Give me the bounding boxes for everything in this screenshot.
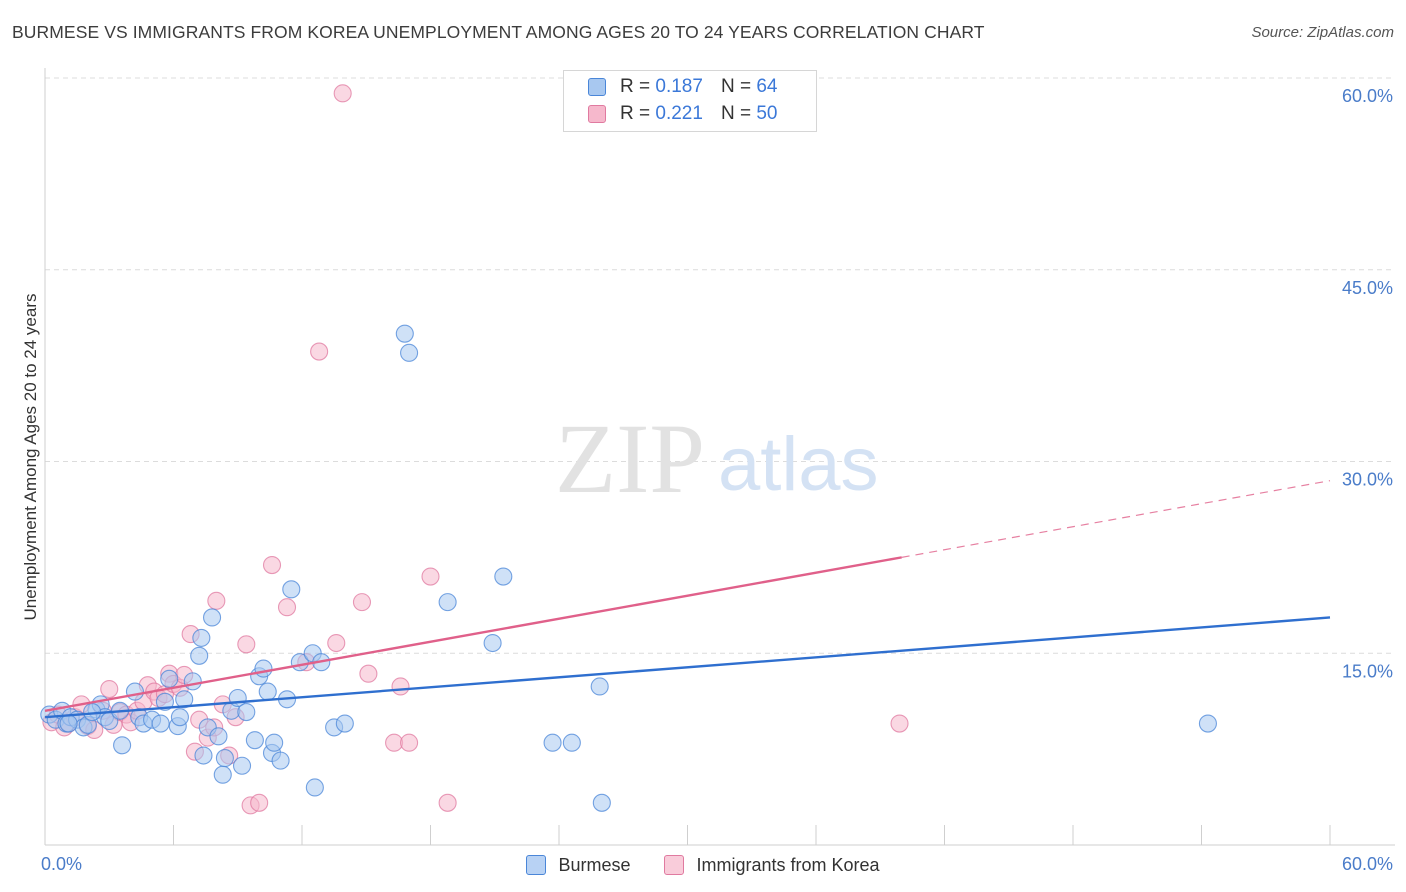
legend-n-label: N = (720, 76, 752, 97)
korea-point (438, 793, 457, 812)
korea-point (359, 664, 378, 683)
korea-point (100, 679, 119, 699)
burmese-point (215, 749, 234, 768)
legend-r-label: R = (620, 76, 651, 97)
burmese-point (125, 682, 144, 701)
korea-point (250, 793, 269, 812)
y-axis-title: Unemployment Among Ages 20 to 24 years (21, 294, 40, 621)
burmese-point (155, 692, 174, 711)
burmese-point (151, 714, 170, 733)
burmese-point (590, 677, 609, 696)
burmese-point (400, 343, 419, 362)
burmese-point (438, 593, 457, 612)
burmese-point (265, 733, 284, 752)
y-tick-label: 45.0% (1342, 278, 1393, 298)
korea-point (262, 555, 282, 575)
korea-point (310, 342, 329, 361)
korea-point (327, 633, 346, 653)
burmese-point (209, 727, 228, 746)
korea-trend-line-extension (901, 480, 1331, 558)
chart-title: BURMESE VS IMMIGRANTS FROM KOREA UNEMPLO… (12, 22, 985, 42)
x-tick-label-max: 60.0% (1342, 854, 1393, 874)
burmese-trend-line (44, 616, 1331, 719)
legend-item-burmese[interactable]: Burmese (526, 855, 630, 876)
burmese-point (245, 731, 264, 750)
burmese-legend-swatch (526, 855, 547, 875)
trend-lines (44, 480, 1331, 719)
burmese-point (494, 567, 513, 586)
korea-point (391, 677, 410, 696)
y-tick-label: 30.0% (1342, 470, 1393, 490)
burmese-point (592, 793, 611, 812)
korea-point (237, 635, 256, 654)
burmese-point (232, 756, 252, 775)
burmese-point (335, 714, 354, 733)
y-tick-label: 60.0% (1342, 86, 1393, 106)
legend-label-burmese: Burmese (558, 854, 631, 875)
korea-point (333, 84, 352, 103)
burmese-points (40, 324, 1217, 812)
legend-r-value: 0.187 (655, 76, 703, 97)
legend-n-value: 64 (756, 76, 778, 97)
watermark-zip: ZIP (555, 403, 705, 514)
burmese-point (170, 708, 189, 727)
burmese-point (59, 714, 78, 733)
burmese-swatch (588, 78, 606, 96)
korea-point (277, 598, 297, 617)
burmese-point (258, 682, 277, 701)
korea-point (400, 733, 419, 752)
burmese-point (160, 669, 179, 688)
burmese-point (192, 628, 211, 647)
legend-row-burmese: R = 0.187 N = 64 (588, 75, 777, 99)
burmese-point (1198, 714, 1217, 733)
burmese-point (203, 608, 222, 627)
korea-swatch (588, 105, 606, 123)
korea-point (890, 714, 909, 733)
series-legend: Burmese Immigrants from Korea (0, 852, 1406, 878)
tick-labels: 15.0% 30.0% 45.0% 60.0% 0.0% 60.0% (41, 86, 1393, 874)
burmese-point (282, 580, 301, 599)
burmese-point (395, 324, 414, 343)
korea-point (421, 567, 440, 586)
burmese-point (113, 736, 132, 755)
korea-point (207, 591, 226, 610)
legend-n-label: N = (720, 103, 752, 124)
legend-row-korea: R = 0.221 N = 50 (588, 102, 777, 126)
burmese-point (194, 746, 213, 765)
burmese-point (190, 646, 209, 665)
burmese-point (213, 765, 232, 784)
x-tick-label-min: 0.0% (41, 854, 82, 874)
burmese-point (271, 751, 290, 770)
source-label: Source: ZipAtlas.com (1251, 24, 1394, 41)
correlation-legend: R = 0.187 N = 64 R = 0.221 N = 50 (563, 70, 817, 132)
legend-r-label: R = (620, 103, 651, 124)
watermark: ZIP atlas (555, 403, 879, 514)
y-tick-label: 15.0% (1342, 661, 1393, 681)
watermark-atlas: atlas (718, 422, 879, 507)
burmese-point (562, 733, 581, 752)
legend-r-value: 0.221 (655, 103, 703, 124)
korea-point (352, 593, 372, 612)
burmese-point (483, 633, 502, 653)
burmese-point (237, 703, 256, 722)
gridlines (45, 77, 1395, 654)
legend-item-korea[interactable]: Immigrants from Korea (664, 854, 880, 876)
korea-trend-line (44, 556, 902, 712)
burmese-point (175, 690, 194, 709)
korea-legend-swatch (664, 855, 685, 875)
burmese-point (254, 659, 273, 678)
legend-n-value: 50 (756, 103, 778, 124)
burmese-point (183, 672, 202, 691)
burmese-point (543, 733, 562, 752)
burmese-point (305, 778, 324, 797)
legend-label-korea: Immigrants from Korea (696, 854, 880, 875)
